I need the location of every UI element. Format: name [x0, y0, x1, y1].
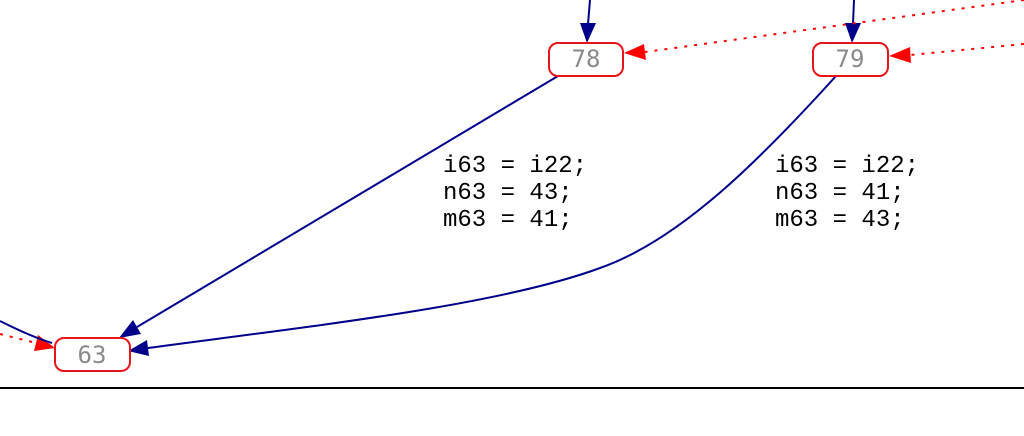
- arrowhead-into-78: [580, 23, 596, 43]
- node-63-label: 63: [78, 341, 107, 369]
- edge-label-line: i63 = i22;: [775, 153, 919, 180]
- edge-into-79: [853, 0, 854, 24]
- dotted-edge-into-79: [910, 44, 1024, 55]
- arrowhead-79-to-63: [128, 340, 149, 356]
- edge-into-78: [588, 0, 590, 24]
- edge-label-line: i63 = i22;: [443, 153, 587, 180]
- edge-left-into-63: [0, 321, 52, 343]
- edge-label-79-to-63: i63 = i22; n63 = 41; m63 = 43;: [775, 153, 919, 234]
- edge-label-line: n63 = 43;: [443, 180, 573, 207]
- edge-label-line: m63 = 43;: [775, 207, 905, 234]
- dotted-arrowhead-into-78: [624, 44, 646, 60]
- node-78[interactable]: 78: [549, 43, 623, 76]
- node-79[interactable]: 79: [813, 43, 888, 76]
- edge-label-line: n63 = 41;: [775, 180, 905, 207]
- edge-label-line: m63 = 41;: [443, 207, 573, 234]
- node-63[interactable]: 63: [55, 338, 130, 371]
- arrowhead-into-79: [845, 23, 861, 43]
- node-78-label: 78: [572, 45, 601, 73]
- node-79-label: 79: [836, 45, 865, 73]
- edge-label-78-to-63: i63 = i22; n63 = 43; m63 = 41;: [443, 153, 587, 234]
- dotted-arrowhead-into-79: [889, 47, 911, 63]
- arrowhead-78-to-63: [119, 320, 141, 338]
